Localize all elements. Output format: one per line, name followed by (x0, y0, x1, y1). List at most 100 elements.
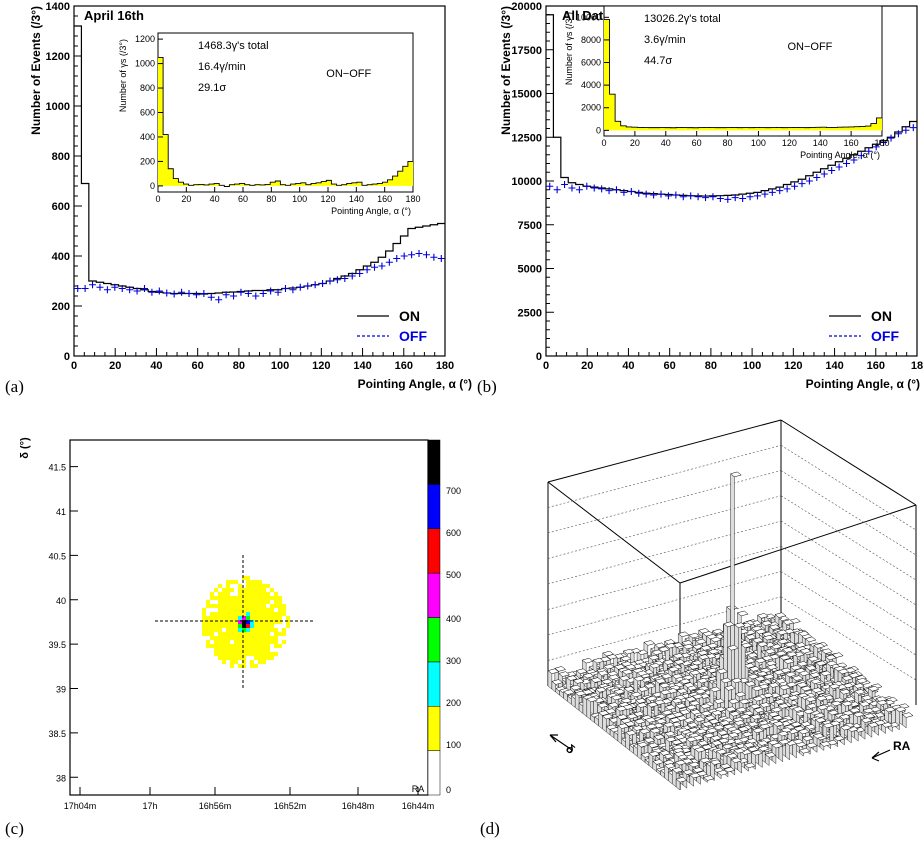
chart-b-off-point (887, 134, 895, 142)
chart-a-off-point (408, 251, 416, 259)
chart-c-heat-cell (254, 592, 258, 596)
chart-c-ylabel: δ (°) (19, 437, 31, 459)
chart-a-inset-xtick-label: 100 (292, 194, 307, 204)
chart-a-off-point (81, 285, 89, 292)
chart-b-off-point (813, 174, 821, 181)
chart-b-inset-xtick-label: 140 (813, 138, 828, 148)
chart-a-inset-xtick-label: 20 (181, 194, 191, 204)
chart-c-heat-cell (222, 592, 226, 596)
chart-b-xtick-label: 18 (911, 360, 923, 372)
chart-c-heat-cell (210, 624, 214, 628)
chart-c-heat-cell (262, 660, 266, 664)
chart-b-off-point (635, 189, 643, 197)
chart-c-heat-cell (210, 636, 214, 640)
chart-d-surface (547, 471, 914, 791)
chart-a-off-point (371, 263, 379, 271)
chart-c-heat-cell (266, 648, 270, 652)
chart-d-grid-line (547, 495, 782, 559)
chart-a-xtick-label: 120 (312, 360, 330, 372)
chart-c-heat-cell (266, 620, 270, 624)
panel-label-c: (c) (5, 819, 24, 838)
chart-c-heat-cell (266, 644, 270, 648)
chart-c-heat-cell (226, 640, 230, 644)
chart-c-ytick-label: 41 (56, 507, 66, 517)
chart-d-surface-side (819, 742, 825, 751)
chart-d-grid-line (547, 520, 782, 585)
chart-c-heat-cell (242, 604, 246, 608)
chart-b-off-point (753, 192, 761, 200)
chart-c-heat-cell (250, 648, 254, 652)
chart-b-inset-xtick-label: 80 (723, 138, 733, 148)
chart-c-heat-cell (258, 592, 262, 596)
chart-a-off-point (341, 275, 349, 282)
chart-a-off-point (192, 291, 200, 299)
chart-c-heat-cell (214, 612, 218, 616)
chart-c-heat-cell (258, 608, 262, 612)
chart-c-heat-cell (242, 616, 246, 620)
chart-c-heat-cell (230, 608, 234, 612)
chart-c-heat-cell (226, 632, 230, 636)
chart-c-heat-cell (230, 624, 234, 628)
chart-c-heat-cell (230, 656, 234, 660)
chart-d-surface-side (586, 698, 591, 721)
chart-c-heat-cell (250, 620, 254, 624)
chart-a-xtick-label: 40 (150, 360, 162, 372)
chart-c-colorbar-bin (427, 706, 441, 751)
chart-c-heat-cell (270, 652, 274, 656)
chart-b-off-point (783, 185, 791, 193)
chart-c-heat-cell (266, 624, 270, 628)
chart-d-grid-line (547, 470, 782, 534)
chart-b-inset-xtick-label: 120 (782, 138, 797, 148)
chart-c-ytick-label: 38.5 (48, 729, 66, 739)
chart-d-surface-side (895, 708, 900, 731)
chart-c-heat-cell (250, 644, 254, 648)
chart-c-heat-cell (206, 600, 210, 604)
chart-b-inset-stat: 44.7σ (644, 55, 672, 67)
chart-b-ytick-label: 0 (536, 351, 542, 363)
chart-d-surface-side (574, 692, 580, 711)
chart-c-heat-cell (250, 584, 254, 588)
chart-c-heat-cell (262, 600, 266, 604)
chart-d-surface-side (717, 771, 722, 780)
chart-c-heat-cell (218, 616, 222, 620)
chart-a-off-point (311, 281, 319, 289)
chart-c-heat-cell (274, 616, 278, 620)
chart-a-off-point (252, 292, 260, 300)
chart-a-off-point (281, 285, 289, 292)
chart-c-heat-cell (262, 640, 266, 644)
chart-b-inset-xtick-label: 180 (874, 138, 889, 148)
chart-b-inset-step (604, 19, 882, 129)
chart-a-off-point (185, 290, 193, 297)
chart-c-heat-cell (234, 656, 238, 660)
chart-c-heat-cell (258, 616, 262, 620)
chart-a-inset-ylabel: Number of γs (/3°) (118, 39, 128, 112)
chart-c-heat-cell (226, 624, 230, 628)
chart-c-ytick-label: 38 (56, 773, 66, 783)
chart-a-ytick-label: 600 (52, 201, 70, 213)
chart-b-ytick-label: 12500 (511, 132, 542, 144)
chart-c-heat-cell (214, 616, 218, 620)
chart-c-heat-cell (226, 596, 230, 600)
chart-c-heat-cell (278, 596, 282, 600)
chart-a-off-point (356, 270, 364, 277)
chart-c-heat-cell (262, 608, 266, 612)
chart-c-heat-cell (234, 640, 238, 644)
chart-b-ytick-label: 20000 (511, 1, 542, 13)
chart-b-xtick-label: 60 (664, 360, 676, 372)
chart-c-heat-cell (262, 656, 266, 660)
chart-c-heat-cell (258, 640, 262, 644)
chart-c-heat-cell (238, 636, 242, 640)
chart-c-heat-cell (274, 640, 278, 644)
chart-c-heat-cell (258, 604, 262, 608)
chart-b-off-point (843, 160, 851, 167)
chart-b-off-point (620, 188, 628, 196)
chart-a-inset-xtick-label: 40 (210, 194, 220, 204)
chart-c-heat-cell (250, 628, 254, 632)
chart-c-heat-cell (214, 628, 218, 632)
chart-c-heat-cell (238, 640, 242, 644)
chart-c-heat-cell (246, 644, 250, 648)
chart-c-colorbar-bin (427, 528, 441, 574)
chart-a-inset-xtick-label: 180 (405, 194, 420, 204)
chart-c-heat-cell (222, 640, 226, 644)
